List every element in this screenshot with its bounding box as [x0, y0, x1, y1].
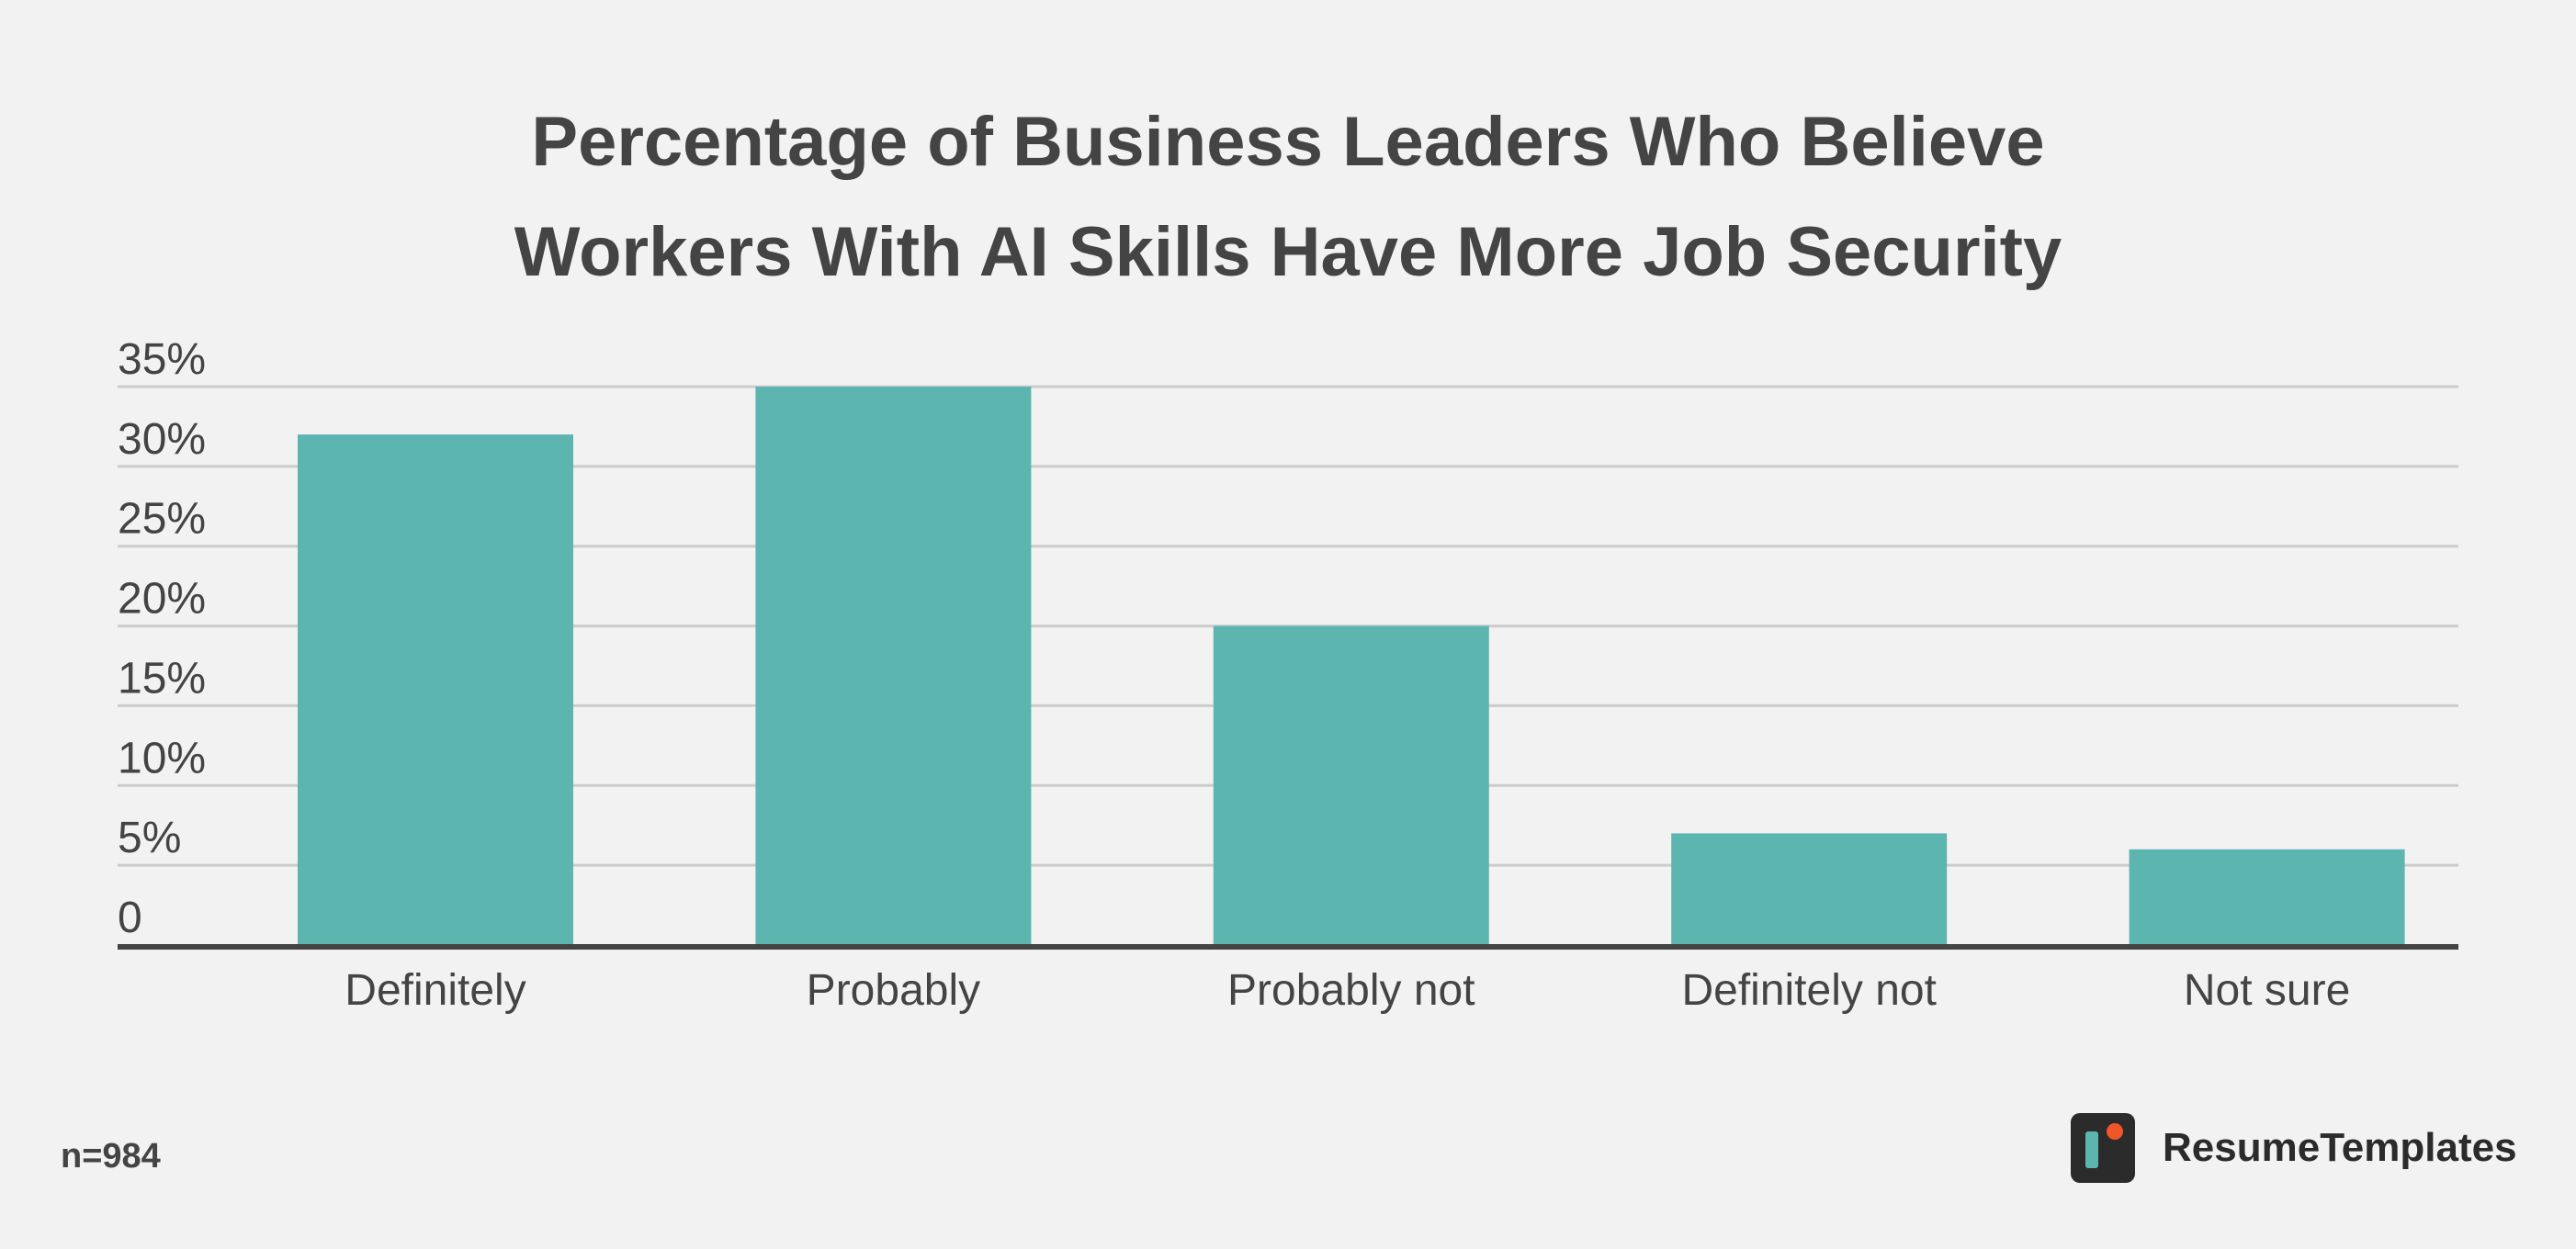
brand: ResumeTemplates	[2071, 1113, 2517, 1183]
y-tick-label: 30%	[118, 415, 206, 464]
x-tick-label: Definitely	[345, 966, 525, 1015]
y-tick-label: 15%	[118, 654, 206, 703]
y-tick-label: 0	[118, 894, 142, 942]
bar-probably-not	[1213, 625, 1489, 945]
y-tick-label: 35%	[118, 335, 206, 384]
y-tick-label: 20%	[118, 575, 206, 624]
x-tick-label: Probably not	[1227, 966, 1475, 1015]
y-tick-label: 5%	[118, 814, 181, 862]
x-tick-label: Probably	[807, 966, 980, 1015]
bar-definitely	[298, 434, 573, 946]
bars	[298, 387, 2405, 946]
bar-probably	[755, 387, 1032, 945]
resumetemplates-logo-icon	[2071, 1113, 2135, 1183]
x-tick-label: Not sure	[2184, 966, 2350, 1015]
y-tick-label: 25%	[118, 495, 206, 544]
chart-title: Percentage of Business Leaders Who Belie…	[0, 87, 2576, 308]
x-axis-tick-labels: Definitely Probably Probably not Definitely…	[345, 966, 2350, 1015]
bar-not-sure	[2129, 849, 2405, 945]
sample-size-note: n=984	[61, 1137, 161, 1176]
chart-title-line-2: Workers With AI Skills Have More Job Sec…	[514, 213, 2062, 291]
chart-title-line-1: Percentage of Business Leaders Who Belie…	[531, 103, 2045, 181]
brand-name: ResumeTemplates	[2163, 1125, 2517, 1170]
y-axis-tick-labels: 0 5% 10% 15% 20% 25% 30% 35%	[118, 335, 206, 942]
y-tick-label: 10%	[118, 734, 206, 782]
bar-definitely-not	[1671, 833, 1948, 945]
x-tick-label: Definitely not	[1681, 966, 1936, 1015]
